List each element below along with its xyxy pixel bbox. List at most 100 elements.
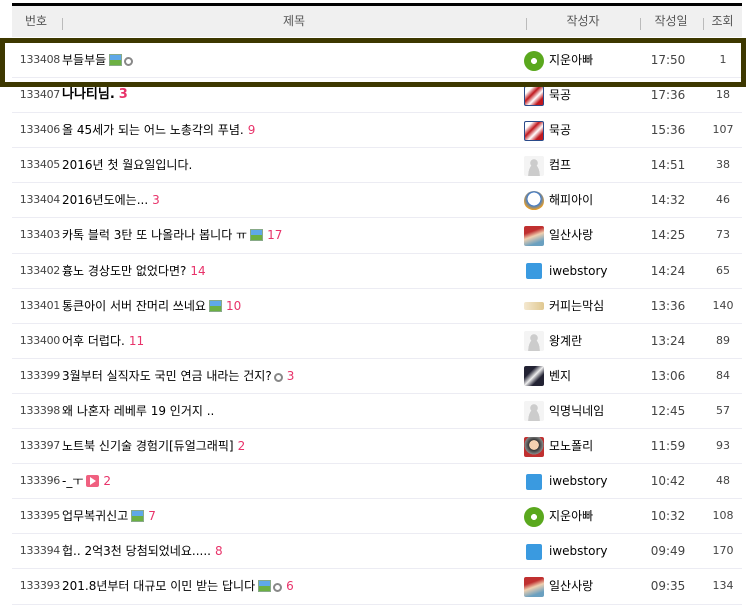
author-cell[interactable]: 커피는막심 <box>524 289 604 323</box>
author-cell[interactable]: iwebstory <box>524 464 607 498</box>
table-row[interactable]: 133398 왜 나혼자 레베루 19 인거지 .. 익명닉네임 12:45 5… <box>12 394 742 430</box>
post-title-link[interactable]: 올 45세가 되는 어느 노총각의 푸념. <box>62 123 244 138</box>
post-title-link[interactable]: 통큰아이 서버 잔머리 쓰네요 <box>62 298 206 313</box>
author-name[interactable]: 묵공 <box>549 123 572 138</box>
author-name[interactable]: 모노폴리 <box>549 439 594 454</box>
link-icon <box>273 372 283 382</box>
table-row[interactable]: 133399 3월부터 실직자도 국민 연금 내라는 건지? 3 벤지 13:06… <box>12 359 742 394</box>
post-date: 13:36 <box>650 298 686 313</box>
author-name[interactable]: 왕계란 <box>549 333 583 348</box>
post-title-link[interactable]: -_ㅜ <box>62 474 84 489</box>
post-title-cell: 2016년 첫 월요일입니다. <box>62 148 192 182</box>
comment-count[interactable]: 6 <box>286 579 294 594</box>
table-row[interactable]: 133403 카톡 블럭 3탄 또 나올라나 봅니다 ㅠ 17 일산사랑 14:2… <box>12 218 742 254</box>
author-name[interactable]: iwebstory <box>549 263 608 278</box>
author-name[interactable]: 지운아빠 <box>549 53 594 67</box>
comment-count[interactable]: 7 <box>148 509 156 524</box>
author-cell[interactable]: 지운아빠 <box>524 43 593 77</box>
comment-count[interactable]: 14 <box>190 263 206 278</box>
comment-count[interactable]: 10 <box>225 298 242 313</box>
divider <box>703 18 704 30</box>
post-title-cell: 부들부들 <box>62 43 134 77</box>
view-count: 93 <box>716 439 730 453</box>
post-title-link[interactable]: 노트북 신기술 경험기[듀얼그래픽] <box>62 439 234 454</box>
view-count: 134 <box>712 579 734 593</box>
image-icon <box>258 580 272 593</box>
table-row[interactable]: 133393 201.8년부터 대규모 이민 받는 답니다 6 일산사랑 09:3… <box>12 569 742 605</box>
author-cell[interactable]: 컴프 <box>524 148 571 182</box>
author-name[interactable]: 묵공 <box>549 88 572 103</box>
author-name[interactable]: 컴프 <box>549 158 572 173</box>
table-row[interactable]: 133395 업무복귀신고 7 지운아빠 10:32 108 <box>12 499 742 535</box>
post-title-link[interactable]: 어후 더럽다. <box>62 333 125 348</box>
author-cell[interactable]: 지운아빠 <box>524 499 593 533</box>
comment-count[interactable]: 3 <box>152 193 160 208</box>
post-title-link[interactable]: 흉노 경상도만 없었다면? <box>62 263 187 278</box>
comment-count[interactable]: 2 <box>237 439 246 454</box>
author-cell[interactable]: 묵공 <box>524 78 571 112</box>
author-name[interactable]: 커피는막심 <box>549 298 605 313</box>
author-cell[interactable]: iwebstory <box>524 254 607 288</box>
post-title-link[interactable]: 2016년도에는... <box>62 193 149 208</box>
table-row[interactable]: 133402 흉노 경상도만 없었다면? 14 iwebstory 14:24 6… <box>12 254 742 289</box>
post-number: 133401 <box>19 298 61 312</box>
view-count: 89 <box>716 333 730 347</box>
post-number: 133397 <box>19 439 61 453</box>
comment-count[interactable]: 11 <box>128 333 145 348</box>
post-date: 14:24 <box>650 263 686 278</box>
comment-count[interactable]: 17 <box>267 228 283 243</box>
comment-count[interactable]: 8 <box>214 544 223 559</box>
comment-count[interactable]: 3 <box>118 87 128 103</box>
post-title-link[interactable]: 업무복귀신고 <box>62 509 129 524</box>
post-title-link[interactable]: 2016년 첫 월요일입니다. <box>62 158 193 173</box>
post-title-cell: 올 45세가 되는 어느 노총각의 푸념. 9 <box>62 113 255 147</box>
table-row[interactable]: 133394 헙.. 2억3천 당첨되었네요..... 8 iwebstory 0… <box>12 534 742 570</box>
author-cell[interactable]: 해피아이 <box>524 183 593 217</box>
author-name[interactable]: iwebstory <box>549 544 608 559</box>
avatar-monopoly-icon <box>524 436 544 457</box>
comment-count[interactable]: 2 <box>103 474 112 489</box>
table-row[interactable]: 133405 2016년 첫 월요일입니다. 컴프 14:51 38 <box>12 148 742 184</box>
author-cell[interactable]: 모노폴리 <box>524 429 593 463</box>
post-title-link[interactable]: 카톡 블럭 3탄 또 나올라나 봅니다 ㅠ <box>62 228 248 243</box>
author-name[interactable]: 벤지 <box>549 368 572 383</box>
post-number: 133403 <box>19 228 61 242</box>
table-row[interactable]: 133406 올 45세가 되는 어느 노총각의 푸념. 9 묵공 15:36 1… <box>12 113 742 149</box>
author-cell[interactable]: 묵공 <box>524 113 571 147</box>
author-cell[interactable]: 왕계란 <box>524 324 582 358</box>
author-name[interactable]: iwebstory <box>549 474 608 489</box>
table-row[interactable]: 133397 노트북 신기술 경험기[듀얼그래픽] 2 모노폴리 11:59 93 <box>12 429 742 465</box>
divider <box>640 18 641 30</box>
table-row[interactable]: 133408 부들부들 지운아빠 17:50 1 <box>12 43 742 79</box>
author-cell[interactable]: 일산사랑 <box>524 218 593 252</box>
table-row[interactable]: 133396 -_ㅜ 2 iwebstory 10:42 48 <box>12 464 742 500</box>
post-title-link[interactable]: 왜 나혼자 레베루 19 인거지 .. <box>62 403 215 418</box>
post-title-link[interactable]: 201.8년부터 대규모 이민 받는 답니다 <box>62 579 256 594</box>
comment-count[interactable]: 3 <box>286 368 295 383</box>
table-row[interactable]: 133407 나나티님. 3 묵공 17:36 18 <box>12 78 742 114</box>
post-title-link[interactable]: 헙.. 2억3천 당첨되었네요..... <box>62 544 211 559</box>
post-title-link[interactable]: 부들부들 <box>62 53 107 67</box>
author-name[interactable]: 일산사랑 <box>549 228 594 243</box>
author-name[interactable]: 해피아이 <box>549 193 594 208</box>
table-row[interactable]: 133401 통큰아이 서버 잔머리 쓰네요 10 커피는막심 13:36 140 <box>12 289 742 324</box>
author-cell[interactable]: iwebstory <box>524 534 607 568</box>
post-number: 133395 <box>19 509 61 523</box>
author-name[interactable]: 지운아빠 <box>549 509 594 524</box>
comment-count[interactable]: 9 <box>247 123 256 138</box>
author-cell[interactable]: 익명닉네임 <box>524 394 604 428</box>
author-cell[interactable]: 일산사랑 <box>524 569 593 603</box>
header-num: 번호 <box>24 14 48 28</box>
table-row[interactable]: 133400 어후 더럽다. 11 왕계란 13:24 89 <box>12 324 742 359</box>
view-count: 18 <box>716 88 730 102</box>
avatar-maxim-logo-icon <box>524 302 544 311</box>
post-title-link[interactable]: 3월부터 실직자도 국민 연금 내라는 건지? <box>62 368 272 383</box>
author-name[interactable]: 익명닉네임 <box>549 403 605 418</box>
post-number: 133408 <box>19 53 61 66</box>
post-date: 15:36 <box>650 123 686 138</box>
post-title-link[interactable]: 나나티님. <box>62 87 115 103</box>
author-cell[interactable]: 벤지 <box>524 359 571 393</box>
table-row[interactable]: 133404 2016년도에는... 3 해피아이 14:32 46 <box>12 183 742 219</box>
avatar-red-character-icon <box>524 85 544 106</box>
author-name[interactable]: 일산사랑 <box>549 579 594 594</box>
